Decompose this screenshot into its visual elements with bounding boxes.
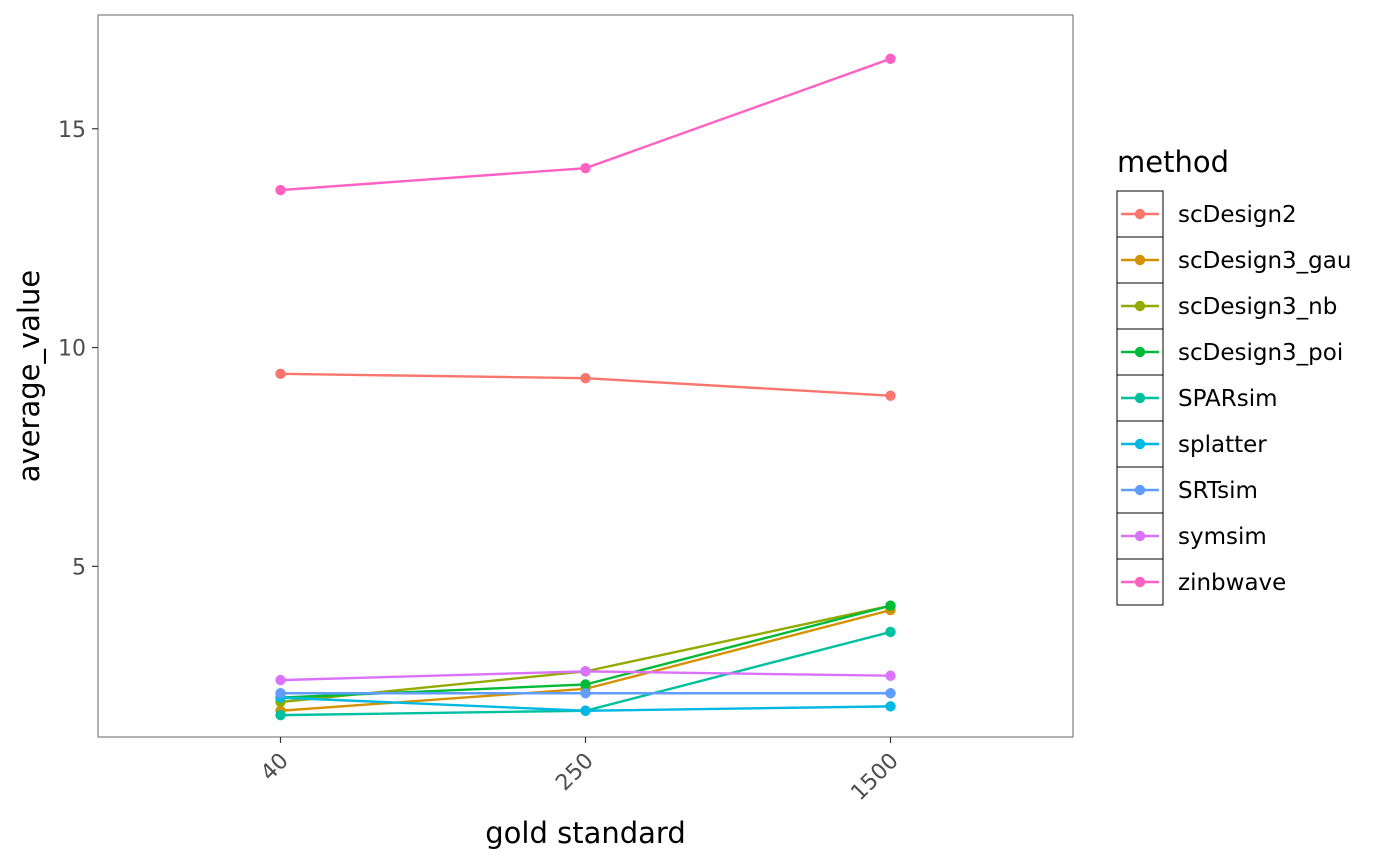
y-axis: 5 10 15 [58, 118, 98, 580]
x-tick-label: 250 [551, 749, 598, 796]
legend-label: scDesign3_nb [1178, 294, 1337, 320]
series-layer [275, 53, 896, 721]
x-axis-title: gold standard [485, 816, 685, 850]
data-point-scDesign3_poi [885, 600, 896, 611]
data-point-scDesign3_poi [580, 679, 591, 690]
y-axis-title: average_value [12, 270, 46, 482]
data-point-symsim [885, 670, 896, 681]
data-point-splatter [580, 705, 591, 716]
legend-label: zinbwave [1178, 570, 1286, 596]
legend-label: symsim [1178, 524, 1267, 550]
y-tick-label: 10 [58, 337, 86, 362]
legend-label: SPARsim [1178, 386, 1278, 412]
legend-key-point [1134, 530, 1146, 542]
y-tick-label: 15 [58, 118, 86, 143]
data-point-zinbwave [580, 162, 591, 174]
legend-key-point [1134, 208, 1146, 220]
legend-key-point [1134, 392, 1146, 404]
legend-label: SRTsim [1178, 478, 1258, 504]
legend: method scDesign2 scDesign3_gau scDesign3_n… [1116, 145, 1351, 606]
data-point-SPARsim [275, 709, 286, 721]
data-point-scDesign2 [580, 372, 591, 384]
data-point-SRTsim [580, 688, 591, 699]
data-point-SRTsim [885, 688, 896, 699]
data-point-symsim [580, 666, 591, 677]
data-point-SRTsim [275, 688, 286, 699]
legend-title: method [1117, 145, 1229, 179]
data-point-SPARsim [885, 626, 896, 638]
legend-label: scDesign2 [1178, 202, 1297, 228]
legend-key-point [1134, 254, 1146, 266]
legend-label: scDesign3_gau [1178, 248, 1351, 274]
data-point-scDesign2 [885, 390, 896, 401]
legend-key-point [1134, 484, 1146, 496]
x-axis: 40 250 1500 [256, 737, 904, 806]
legend-key-point [1134, 438, 1146, 450]
legend-label: splatter [1178, 432, 1267, 458]
data-point-splatter [885, 701, 896, 712]
legend-key-point [1134, 300, 1146, 312]
data-point-scDesign2 [275, 368, 286, 380]
legend-key-point [1134, 576, 1146, 588]
x-tick-label: 1500 [846, 749, 903, 806]
x-tick-label: 40 [256, 749, 293, 786]
legend-label: scDesign3_poi [1178, 340, 1343, 366]
y-tick-label: 5 [72, 555, 86, 580]
data-point-zinbwave [275, 184, 286, 196]
legend-key-point [1134, 346, 1146, 358]
data-point-symsim [275, 674, 286, 686]
data-point-zinbwave [885, 53, 896, 64]
